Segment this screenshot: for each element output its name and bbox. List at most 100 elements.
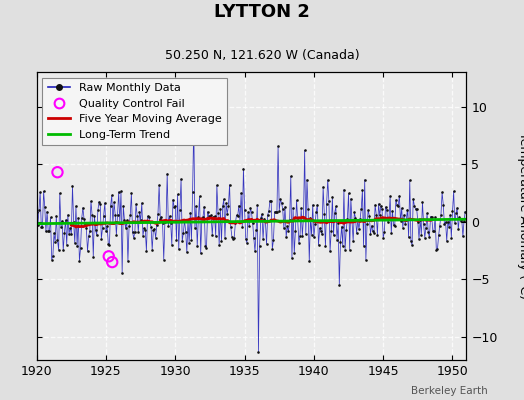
Point xyxy=(413,218,422,225)
Point xyxy=(266,197,274,204)
Point xyxy=(117,188,125,194)
Point xyxy=(245,223,254,229)
Point xyxy=(446,212,454,218)
Point xyxy=(108,259,116,265)
Point xyxy=(105,253,113,260)
Point xyxy=(122,225,130,231)
Point xyxy=(248,220,257,226)
Point xyxy=(173,191,182,198)
Point xyxy=(430,227,438,234)
Point xyxy=(49,253,57,259)
Point xyxy=(298,233,307,239)
Point xyxy=(334,220,342,226)
Point xyxy=(217,238,226,244)
Point xyxy=(423,210,431,216)
Point xyxy=(296,232,304,239)
Point xyxy=(119,203,127,209)
Point xyxy=(147,223,155,230)
Point xyxy=(65,231,73,237)
Point xyxy=(395,193,403,199)
Point xyxy=(62,242,71,248)
Point xyxy=(457,216,466,222)
Point xyxy=(306,215,314,221)
Point xyxy=(354,217,362,223)
Point xyxy=(108,220,117,227)
Point xyxy=(380,229,388,236)
Point xyxy=(59,247,68,253)
Point xyxy=(238,224,246,230)
Point xyxy=(93,232,101,238)
Point xyxy=(83,248,92,254)
Point xyxy=(330,232,338,239)
Point xyxy=(168,242,176,248)
Point xyxy=(158,220,167,227)
Point xyxy=(261,217,269,224)
Legend: Raw Monthly Data, Quality Control Fail, Five Year Moving Average, Long-Term Tren: Raw Monthly Data, Quality Control Fail, … xyxy=(42,78,227,145)
Point xyxy=(208,232,216,238)
Point xyxy=(104,240,113,247)
Point xyxy=(348,218,356,224)
Point xyxy=(389,222,398,229)
Point xyxy=(192,203,200,209)
Point xyxy=(399,224,407,231)
Point xyxy=(212,233,220,239)
Point xyxy=(187,237,195,243)
Point xyxy=(279,206,287,212)
Point xyxy=(441,218,450,225)
Point xyxy=(383,206,391,213)
Point xyxy=(51,239,59,245)
Point xyxy=(260,216,268,222)
Point xyxy=(411,206,420,212)
Point xyxy=(341,246,350,253)
Point xyxy=(82,225,91,231)
Point xyxy=(34,222,42,228)
Point xyxy=(87,198,95,205)
Point xyxy=(461,208,470,215)
Point xyxy=(150,226,159,232)
Point xyxy=(81,221,90,228)
Point xyxy=(79,204,87,211)
Point xyxy=(134,229,143,236)
Point xyxy=(43,208,51,215)
Point xyxy=(342,227,351,233)
Point xyxy=(237,190,245,196)
Point xyxy=(84,233,93,240)
Point xyxy=(374,201,383,207)
Point xyxy=(269,237,278,243)
Point xyxy=(410,203,419,209)
Point xyxy=(437,212,445,218)
Point xyxy=(107,192,116,199)
Point xyxy=(183,249,191,256)
Point xyxy=(289,205,297,212)
Point xyxy=(454,226,463,232)
Point xyxy=(209,214,217,220)
Point xyxy=(215,242,223,248)
Point xyxy=(94,207,102,213)
Point xyxy=(125,223,133,230)
Point xyxy=(199,214,207,220)
Point xyxy=(417,232,425,238)
Point xyxy=(204,213,213,219)
Point xyxy=(350,209,358,216)
Point xyxy=(258,211,266,217)
Point xyxy=(377,202,385,209)
Point xyxy=(401,221,409,227)
Point xyxy=(101,200,109,206)
Point xyxy=(170,204,178,210)
Point xyxy=(373,232,381,238)
Point xyxy=(39,188,48,194)
Point xyxy=(130,229,139,235)
Point xyxy=(186,210,194,216)
Point xyxy=(53,169,62,176)
Point xyxy=(328,194,336,200)
Point xyxy=(231,220,239,226)
Point xyxy=(129,235,138,241)
Point xyxy=(207,212,215,218)
Point xyxy=(259,236,267,242)
Point xyxy=(434,232,443,239)
Point xyxy=(110,199,118,206)
Point xyxy=(124,258,132,264)
Point xyxy=(77,245,85,251)
Point xyxy=(287,173,295,180)
Point xyxy=(445,224,453,230)
